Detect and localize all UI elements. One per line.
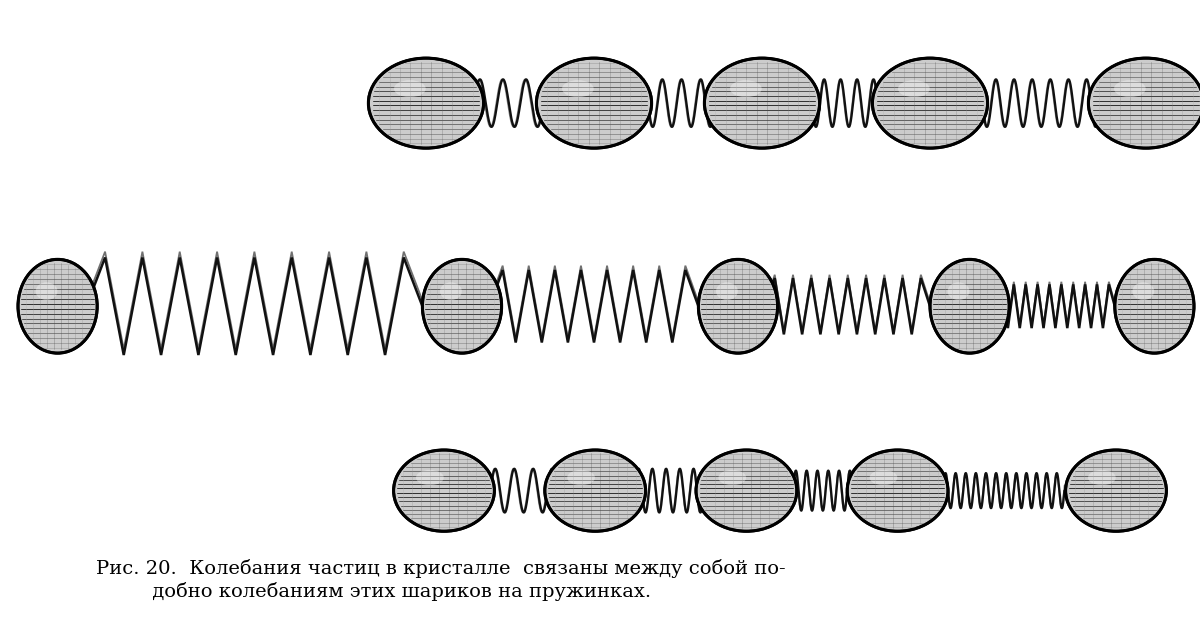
Ellipse shape [394,450,494,531]
Ellipse shape [948,282,970,300]
Ellipse shape [1114,80,1146,98]
Ellipse shape [568,470,595,486]
Ellipse shape [562,80,594,98]
Ellipse shape [545,450,646,531]
Ellipse shape [36,282,58,300]
Text: Рис. 20.  Колебания частиц в кристалле  связаны между собой по-: Рис. 20. Колебания частиц в кристалле св… [96,559,786,578]
Ellipse shape [696,450,797,531]
Ellipse shape [719,470,746,486]
Ellipse shape [698,259,778,353]
Ellipse shape [1133,282,1154,300]
Ellipse shape [1088,470,1116,486]
Ellipse shape [870,470,898,486]
Ellipse shape [394,80,426,98]
Ellipse shape [730,80,762,98]
Ellipse shape [368,58,484,148]
Ellipse shape [536,58,652,148]
Ellipse shape [416,470,444,486]
Ellipse shape [422,259,502,353]
Ellipse shape [847,450,948,531]
Ellipse shape [440,282,462,300]
Ellipse shape [1115,259,1194,353]
Ellipse shape [18,259,97,353]
Ellipse shape [872,58,988,148]
Ellipse shape [898,80,930,98]
Ellipse shape [930,259,1009,353]
Ellipse shape [1088,58,1200,148]
Ellipse shape [1066,450,1166,531]
Ellipse shape [704,58,820,148]
Ellipse shape [716,282,738,300]
Text: добно колебаниям этих шариков на пружинках.: добно колебаниям этих шариков на пружинк… [96,582,652,601]
